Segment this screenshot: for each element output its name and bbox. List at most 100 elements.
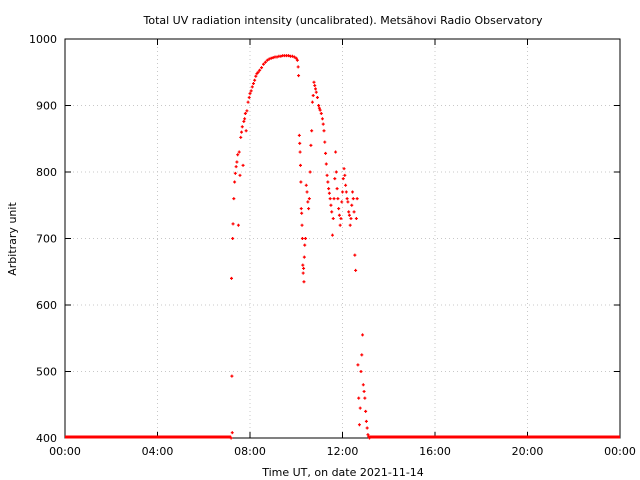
data-point [310,129,314,133]
data-point [324,162,328,166]
data-point [243,117,247,121]
data-point [337,207,341,211]
data-point [330,210,334,214]
data-point [350,203,354,207]
x-tick-label: 12:00 [327,445,359,458]
data-point [351,190,355,194]
data-point [322,129,326,133]
data-point [321,122,325,126]
data-point [234,165,238,169]
data-point [364,409,368,413]
data-point [241,163,245,167]
data-point [318,108,322,112]
data-point [361,383,365,387]
data-point [230,276,233,280]
data-point [233,180,237,184]
data-point [332,197,336,201]
data-point [261,62,265,66]
data-point [336,197,340,201]
data-point [295,58,299,62]
data-point [357,423,361,427]
data-point [299,180,303,184]
data-point [352,210,356,214]
data-point [327,187,331,191]
data-point [312,80,316,84]
data-point [345,197,349,201]
data-point [300,211,304,215]
data-point [342,167,346,171]
data-point [306,200,310,204]
data-point [236,153,240,157]
plot-frame [64,38,621,439]
data-point [230,374,234,378]
data-point [236,223,240,227]
data-point [343,173,347,177]
data-point [238,173,242,177]
data-point [329,203,333,207]
data-point [314,90,318,94]
data-point [323,140,327,144]
data-point [260,66,264,70]
data-point [349,217,353,221]
data-point [302,255,306,259]
data-point [356,363,360,367]
data-point [348,223,352,227]
data-point [297,133,301,137]
data-point [230,431,234,435]
y-tick-label: 800 [36,166,57,179]
data-point [294,56,298,60]
data-point [301,271,305,275]
data-point [351,197,355,201]
data-point [325,173,329,177]
data-point [298,163,302,167]
data-point [339,217,343,221]
data-point [346,200,350,204]
data-point [365,426,369,430]
data-point [347,213,351,217]
data-point [363,396,367,400]
data-point [300,223,304,227]
data-point [279,54,283,58]
data-point [256,70,260,74]
data-point [246,100,250,104]
data-point [330,233,334,237]
data-point [328,197,332,201]
data-point [331,217,335,221]
data-point [308,170,312,174]
data-point [333,177,337,181]
data-point [275,55,279,59]
data-point [253,78,257,82]
data-point [319,111,323,115]
data-point [254,74,258,78]
data-point [301,263,305,267]
data-point [269,56,273,60]
data-point [304,237,307,240]
data-point [315,96,319,100]
y-tick-label: 1000 [29,33,57,46]
y-tick-label: 400 [36,432,57,445]
data-point [232,197,236,201]
data-point [364,419,368,423]
data-point [310,100,314,104]
x-tick-label: 16:00 [419,445,451,458]
data-point [354,268,358,272]
data-point [341,190,344,194]
data-point [302,266,306,270]
data-point [287,54,291,58]
data-point [334,170,338,174]
data-point [244,129,248,133]
y-tick-label: 500 [36,366,57,379]
data-point [358,406,362,410]
data-point [317,104,321,107]
data-point [240,125,244,129]
data-point [304,183,308,187]
data-point [249,89,253,93]
data-point [338,223,342,227]
data-point [239,135,243,139]
data-point [307,207,311,211]
data-point [263,60,267,64]
data-point [233,171,237,175]
x-axis-label: Time UT, on date 2021-11-14 [261,466,424,479]
data-point [298,150,302,154]
